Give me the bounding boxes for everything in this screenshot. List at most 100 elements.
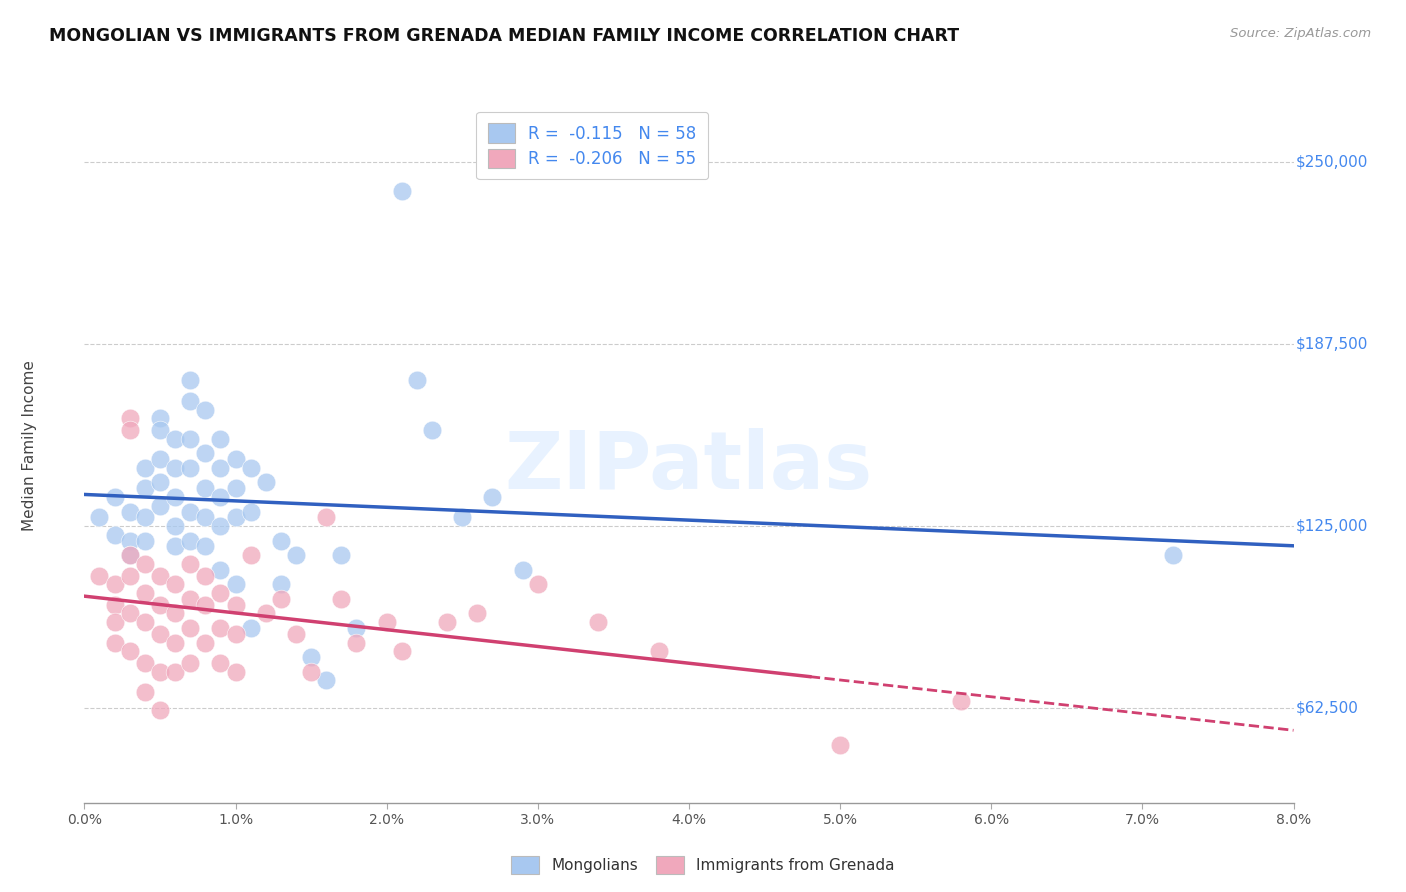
Point (149, 627, 172, 641)
Text: $187,500: $187,500 (1296, 336, 1368, 351)
Point (149, 475, 172, 490)
Text: Median Family Income: Median Family Income (22, 360, 38, 532)
Point (118, 568, 141, 582)
Text: $125,000: $125,000 (1296, 518, 1368, 533)
Point (209, 460, 232, 475)
Point (194, 568, 217, 582)
Point (165, 540, 187, 554)
Point (165, 432, 187, 446)
Point (89, 568, 111, 582)
Point (225, 577, 247, 591)
Point (194, 481, 217, 495)
Point (406, 374, 429, 388)
Point (179, 621, 201, 635)
Point (194, 510, 217, 524)
Point (134, 685, 156, 699)
Legend: Mongolians, Immigrants from Grenada: Mongolians, Immigrants from Grenada (505, 850, 901, 880)
Point (149, 703, 172, 717)
Point (165, 635, 187, 649)
Point (149, 568, 172, 582)
Point (284, 548, 308, 562)
Point (270, 591, 292, 606)
Point (225, 481, 247, 495)
Point (149, 423, 172, 437)
Point (165, 519, 187, 533)
Point (420, 423, 443, 437)
Point (239, 460, 262, 475)
Point (179, 656, 201, 670)
Point (149, 598, 172, 612)
Point (346, 621, 368, 635)
Point (330, 548, 353, 562)
Point (179, 374, 201, 388)
Point (149, 452, 172, 467)
Point (647, 644, 671, 658)
Point (467, 607, 489, 621)
Point (179, 460, 201, 475)
Point (134, 615, 156, 630)
Point (179, 393, 201, 408)
Point (179, 557, 201, 571)
Point (315, 510, 337, 524)
Point (134, 460, 156, 475)
Point (239, 621, 262, 635)
Point (830, 738, 852, 752)
Point (481, 490, 503, 504)
Point (118, 423, 141, 437)
Point (118, 548, 141, 562)
Point (209, 490, 232, 504)
Point (194, 540, 217, 554)
Point (346, 635, 368, 649)
Point (149, 665, 172, 679)
Point (118, 504, 141, 518)
Text: ZIPatlas: ZIPatlas (505, 428, 873, 507)
Text: $62,500: $62,500 (1296, 700, 1358, 715)
Point (118, 411, 141, 425)
Point (104, 490, 127, 504)
Point (225, 452, 247, 467)
Point (375, 615, 398, 630)
Point (588, 615, 610, 630)
Point (179, 504, 201, 518)
Point (391, 184, 413, 198)
Point (104, 598, 127, 612)
Legend: R =  -0.115   N = 58, R =  -0.206   N = 55: R = -0.115 N = 58, R = -0.206 N = 55 (477, 112, 709, 179)
Text: $250,000: $250,000 (1296, 154, 1368, 169)
Point (299, 665, 322, 679)
Point (225, 627, 247, 641)
Point (104, 528, 127, 542)
Point (118, 548, 141, 562)
Point (270, 533, 292, 548)
Point (118, 644, 141, 658)
Point (225, 510, 247, 524)
Point (89, 510, 111, 524)
Point (118, 533, 141, 548)
Point (436, 615, 458, 630)
Point (254, 607, 277, 621)
Point (134, 481, 156, 495)
Point (209, 656, 232, 670)
Point (165, 460, 187, 475)
Point (165, 665, 187, 679)
Point (239, 548, 262, 562)
Point (134, 510, 156, 524)
Point (209, 432, 232, 446)
Point (527, 577, 550, 591)
Point (225, 665, 247, 679)
Point (451, 510, 474, 524)
Point (512, 563, 534, 577)
Point (1161, 548, 1184, 562)
Point (254, 475, 277, 490)
Point (179, 591, 201, 606)
Point (209, 586, 232, 600)
Point (194, 402, 217, 417)
Point (239, 504, 262, 518)
Point (299, 650, 322, 665)
Point (118, 607, 141, 621)
Point (104, 635, 127, 649)
Point (209, 519, 232, 533)
Point (330, 591, 353, 606)
Point (950, 694, 973, 708)
Point (391, 644, 413, 658)
Point (225, 598, 247, 612)
